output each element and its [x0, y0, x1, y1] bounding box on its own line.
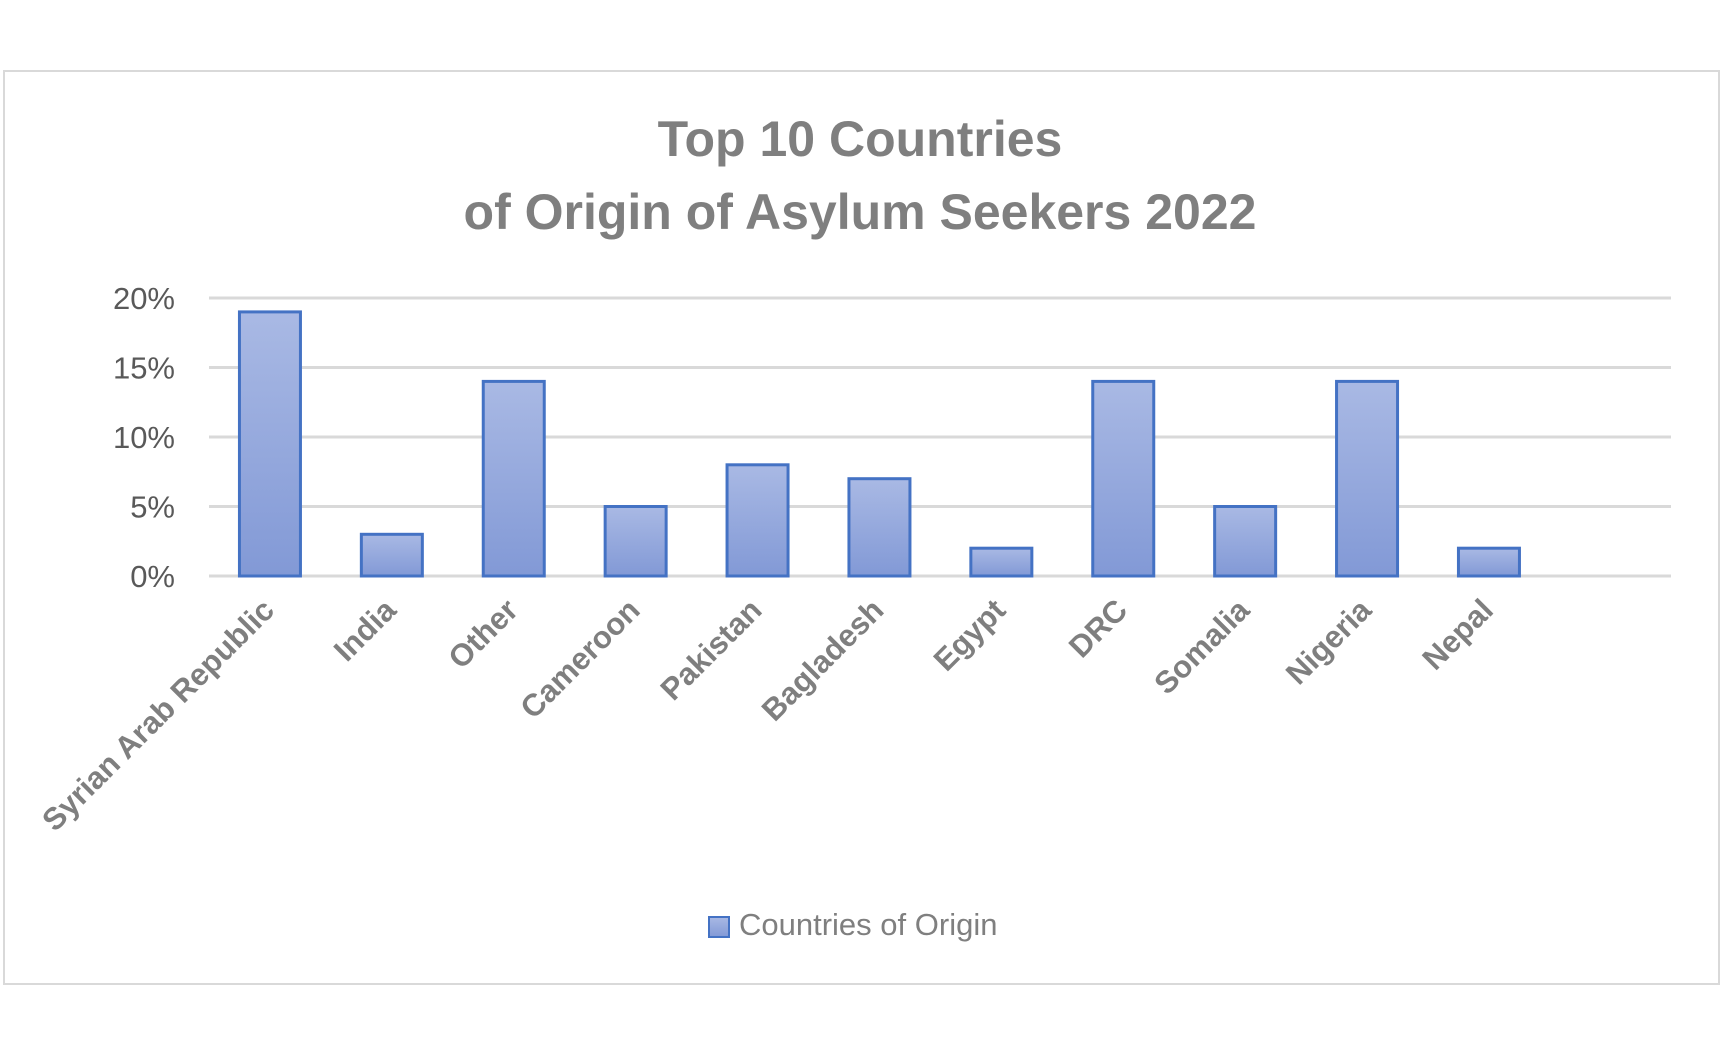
bar [603, 505, 668, 578]
x-category-label: Somalia [1147, 592, 1256, 701]
bar [237, 310, 302, 578]
legend-swatch [708, 916, 730, 938]
y-tick-label: 10% [113, 420, 175, 455]
x-category-label: Pakistan [654, 592, 769, 707]
x-category-label: Syrian Arab Republic [35, 592, 281, 838]
bar [969, 546, 1034, 578]
bar [1456, 546, 1521, 578]
legend: Countries of Origin [708, 907, 997, 942]
y-tick-label: 15% [113, 351, 175, 386]
x-category-label: India [327, 592, 403, 668]
x-category-label: Nepal [1415, 592, 1499, 676]
x-category-label: Other [441, 592, 524, 675]
y-axis-ticks: 0% 5% 10% 15% 20% [113, 281, 175, 594]
bar [359, 532, 424, 578]
y-tick-label: 20% [113, 281, 175, 316]
y-tick-label: 0% [130, 559, 175, 594]
y-tick-label: 5% [130, 490, 175, 525]
x-category-label: Cameroon [513, 592, 646, 725]
bar [1213, 505, 1278, 578]
bar [481, 379, 546, 578]
chart-title-line-1: Top 10 Countries [658, 111, 1063, 167]
bars [237, 310, 1521, 578]
bar [847, 477, 912, 578]
x-category-label: Bagladesh [755, 592, 891, 728]
bar [1091, 379, 1156, 578]
bar [725, 463, 790, 578]
x-category-label: DRC [1062, 592, 1134, 664]
legend-label: Countries of Origin [739, 907, 997, 942]
x-category-label: Egypt [927, 592, 1013, 678]
chart-title-line-2: of Origin of Asylum Seekers 2022 [464, 184, 1257, 240]
bar [1335, 379, 1400, 578]
gridlines [209, 296, 1671, 578]
x-category-label: Nigeria [1279, 592, 1379, 692]
